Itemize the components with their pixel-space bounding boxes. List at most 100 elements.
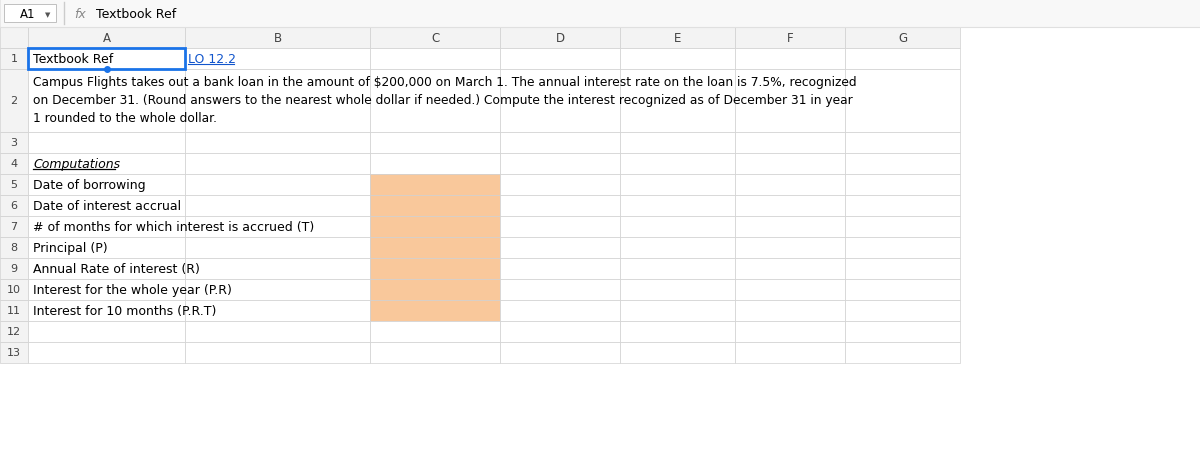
- Bar: [185, 28, 370, 49]
- Text: C: C: [431, 32, 439, 45]
- Bar: [370, 217, 500, 238]
- Text: LO 12.2: LO 12.2: [188, 53, 236, 66]
- Bar: [620, 154, 734, 175]
- Bar: [370, 70, 500, 133]
- Bar: [185, 300, 370, 321]
- Bar: [620, 321, 734, 342]
- Bar: [28, 49, 185, 70]
- Bar: [620, 217, 734, 238]
- Bar: [620, 279, 734, 300]
- Text: Interest for the whole year (P.R): Interest for the whole year (P.R): [34, 283, 232, 296]
- Bar: [734, 321, 845, 342]
- Text: Textbook Ref: Textbook Ref: [96, 7, 176, 20]
- Bar: [620, 238, 734, 258]
- Bar: [0, 279, 28, 300]
- Bar: [185, 154, 370, 175]
- Bar: [845, 195, 960, 217]
- Bar: [500, 279, 620, 300]
- Text: Date of borrowing: Date of borrowing: [34, 179, 145, 192]
- Bar: [734, 238, 845, 258]
- Bar: [185, 133, 370, 154]
- Bar: [500, 154, 620, 175]
- Text: 8: 8: [11, 243, 18, 253]
- Bar: [620, 133, 734, 154]
- Bar: [845, 70, 960, 133]
- Bar: [0, 133, 28, 154]
- Bar: [28, 342, 185, 363]
- Text: ▼: ▼: [46, 12, 50, 18]
- Bar: [0, 321, 28, 342]
- Bar: [620, 195, 734, 217]
- Bar: [185, 342, 370, 363]
- Bar: [734, 70, 845, 133]
- Bar: [620, 28, 734, 49]
- Text: 2: 2: [11, 96, 18, 106]
- Bar: [0, 175, 28, 195]
- Text: Computations: Computations: [34, 158, 120, 171]
- Bar: [620, 175, 734, 195]
- Bar: [845, 154, 960, 175]
- Bar: [500, 238, 620, 258]
- Bar: [500, 175, 620, 195]
- Text: Textbook Ref: Textbook Ref: [34, 53, 113, 66]
- Bar: [620, 300, 734, 321]
- Bar: [370, 279, 500, 300]
- Text: fx: fx: [74, 7, 85, 20]
- Bar: [370, 342, 500, 363]
- Bar: [734, 279, 845, 300]
- Bar: [185, 195, 370, 217]
- Text: G: G: [898, 32, 907, 45]
- Text: 1: 1: [11, 54, 18, 64]
- Text: 10: 10: [7, 285, 22, 295]
- Bar: [28, 195, 185, 217]
- Bar: [4, 5, 56, 23]
- Bar: [845, 258, 960, 279]
- Bar: [28, 258, 185, 279]
- Bar: [0, 49, 28, 70]
- Bar: [370, 300, 500, 321]
- Bar: [500, 195, 620, 217]
- Text: B: B: [274, 32, 282, 45]
- Bar: [0, 300, 28, 321]
- Bar: [28, 70, 185, 133]
- Bar: [500, 49, 620, 70]
- Bar: [845, 279, 960, 300]
- Bar: [845, 133, 960, 154]
- Bar: [0, 342, 28, 363]
- Bar: [500, 321, 620, 342]
- Text: 6: 6: [11, 201, 18, 211]
- Text: 5: 5: [11, 180, 18, 190]
- Bar: [845, 300, 960, 321]
- Text: 13: 13: [7, 348, 22, 358]
- Bar: [845, 217, 960, 238]
- Bar: [734, 175, 845, 195]
- Bar: [28, 279, 185, 300]
- Bar: [0, 0, 1200, 28]
- Text: 12: 12: [7, 327, 22, 337]
- Text: 4: 4: [11, 159, 18, 169]
- Bar: [370, 133, 500, 154]
- Bar: [370, 175, 500, 195]
- Bar: [28, 238, 185, 258]
- Text: 3: 3: [11, 138, 18, 148]
- Bar: [620, 70, 734, 133]
- Bar: [0, 217, 28, 238]
- Bar: [185, 258, 370, 279]
- Bar: [28, 321, 185, 342]
- Bar: [370, 154, 500, 175]
- Bar: [500, 70, 620, 133]
- Bar: [734, 195, 845, 217]
- Bar: [734, 258, 845, 279]
- Bar: [734, 154, 845, 175]
- Text: Campus Flights takes out a bank loan in the amount of $200,000 on March 1. The a: Campus Flights takes out a bank loan in …: [34, 76, 857, 125]
- Bar: [28, 28, 185, 49]
- Bar: [0, 238, 28, 258]
- Bar: [734, 300, 845, 321]
- Bar: [734, 342, 845, 363]
- Bar: [28, 49, 185, 70]
- Text: Principal (P): Principal (P): [34, 242, 108, 255]
- Bar: [0, 70, 28, 133]
- Bar: [370, 49, 500, 70]
- Bar: [620, 258, 734, 279]
- Bar: [734, 49, 845, 70]
